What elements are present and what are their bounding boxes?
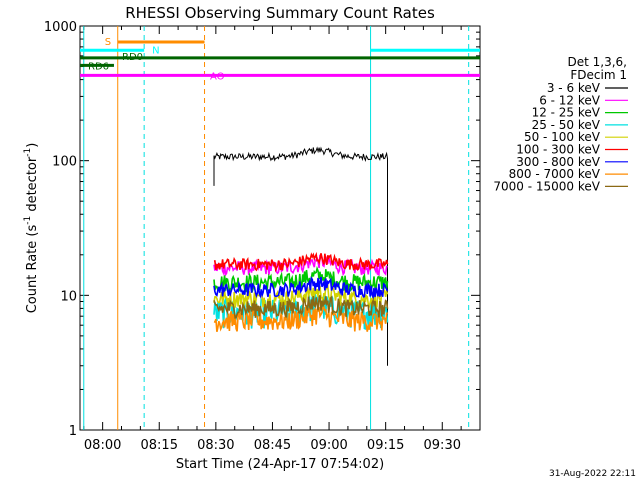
series-line	[213, 146, 388, 366]
legend-title-line: Det 1,3,6,	[568, 55, 628, 69]
y-axis-label: Count Rate (s-1 detector-1)	[23, 143, 40, 314]
x-tick-label: 09:00	[310, 438, 347, 453]
y-axis-label-part: detector	[25, 156, 40, 216]
x-tick-label: 08:30	[197, 438, 234, 453]
legend-label: 50 - 100 keV	[524, 130, 601, 144]
x-tick-label: 08:15	[141, 438, 178, 453]
x-tick-label: 09:30	[424, 438, 461, 453]
footer-timestamp: 31-Aug-2022 22:11	[549, 469, 636, 479]
series-line	[213, 251, 389, 273]
legend-label: 25 - 50 keV	[532, 118, 601, 132]
legend-label: 6 - 12 keV	[539, 93, 601, 107]
x-tick-label: 08:00	[84, 438, 121, 453]
plot-area: 1 10 100 1000 08:00 08:15 08:30 08:45 09:00 09:15…	[44, 20, 481, 453]
x-axis-label: Start Time (24-Apr-17 07:54:02)	[176, 457, 384, 472]
plot-frame	[79, 25, 481, 431]
chart-title: RHESSI Observing Summary Count Rates	[125, 4, 435, 22]
legend-label: 300 - 800 keV	[516, 155, 600, 169]
flag-label: S	[105, 37, 111, 48]
y-tick-label: 100	[52, 155, 77, 170]
flag-label: RD0	[122, 52, 143, 63]
legend-label: 100 - 300 keV	[516, 143, 600, 157]
legend-label: 12 - 25 keV	[532, 106, 601, 120]
y-axis-label-exponent: -1	[23, 216, 33, 225]
x-tick-label: 09:15	[367, 438, 404, 453]
legend-label: 7000 - 15000 keV	[493, 179, 600, 193]
series-line	[213, 295, 389, 319]
series-line	[213, 276, 389, 300]
y-axis-label-exponent: -1	[23, 148, 33, 157]
legend-title-line: FDecim 1	[570, 68, 627, 82]
legend-label: 800 - 7000 keV	[509, 167, 601, 181]
y-tick-label: 1	[69, 424, 77, 439]
legend-label: 3 - 6 keV	[547, 81, 601, 95]
flag-label: RD6	[88, 61, 109, 72]
y-axis-label-part: )	[25, 143, 40, 148]
y-tick-label: 1000	[44, 20, 77, 35]
y-tick-label: 10	[60, 289, 77, 304]
flag-label: N	[152, 45, 159, 56]
y-axis-label-part: Count Rate (s	[25, 225, 40, 314]
flag-label: AO	[210, 71, 225, 82]
x-tick-label: 08:45	[254, 438, 291, 453]
